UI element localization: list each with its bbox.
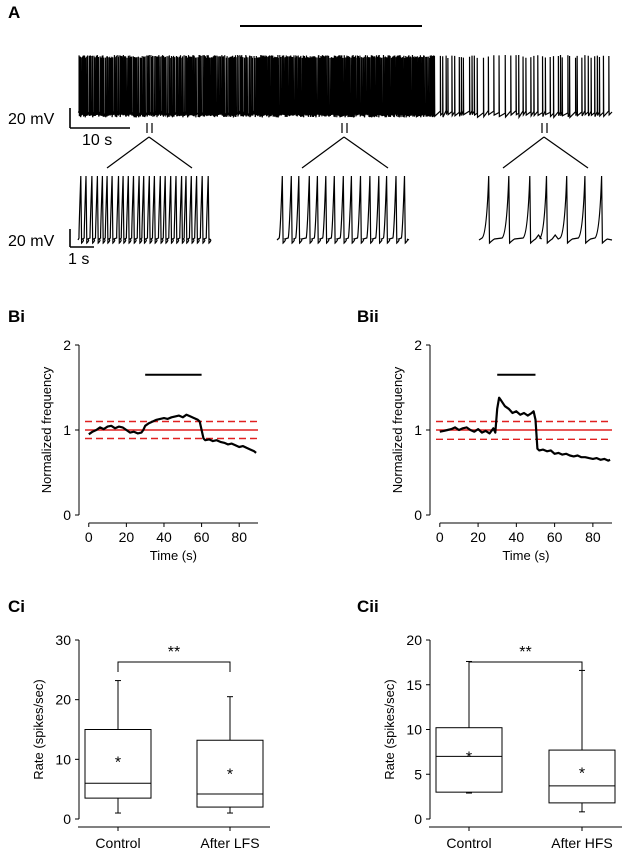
y-tick-label: 0 — [63, 507, 71, 523]
category-label: After LFS — [200, 835, 259, 850]
y-tick-label: 10 — [406, 722, 422, 738]
category-label: Control — [95, 835, 140, 850]
x-tick-label: 60 — [547, 529, 563, 545]
x-tick-label: 20 — [119, 529, 135, 545]
y-tick-label: 10 — [55, 751, 71, 767]
significance-bracket — [117, 661, 231, 672]
y-axis-title: Rate (spikes/sec) — [31, 679, 46, 779]
y-tick-label: 20 — [55, 692, 71, 708]
box — [196, 739, 264, 808]
top-time-label: 10 s — [82, 132, 112, 149]
x-tick-label: 60 — [194, 529, 210, 545]
x-tick-label: 20 — [470, 529, 486, 545]
y-tick-label: 2 — [63, 337, 71, 353]
frequency-line — [439, 396, 611, 462]
significance-label: ** — [519, 644, 531, 661]
y-tick-label: 2 — [414, 337, 422, 353]
y-axis-title: Normalized frequency — [39, 366, 54, 493]
x-tick-label: 0 — [85, 529, 93, 545]
y-tick-label: 1 — [414, 422, 422, 438]
mean-marker: * — [579, 766, 585, 783]
full-trace — [77, 54, 613, 120]
category-label: Control — [446, 835, 491, 850]
x-tick-label: 40 — [156, 529, 172, 545]
y-tick-label: 0 — [63, 811, 71, 827]
chart-cii: 0 5 10 15 20 Rate (spikes/sec) Control * After H… — [382, 632, 622, 850]
mean-marker: * — [115, 754, 121, 771]
y-axis-title: Rate (spikes/sec) — [382, 679, 397, 779]
y-tick-label: 0 — [414, 507, 422, 523]
window-during-trace — [276, 175, 410, 245]
y-tick-label: 30 — [55, 632, 71, 648]
y-axis-title: Normalized frequency — [390, 366, 405, 493]
window-after-trace — [478, 175, 613, 245]
y-tick-label: 1 — [63, 422, 71, 438]
y-tick-label: 0 — [414, 811, 422, 827]
panel-label-bii: Bii — [357, 307, 379, 326]
x-tick-label: 80 — [231, 529, 247, 545]
panel-label-ci: Ci — [8, 597, 25, 616]
category-label: After HFS — [551, 835, 612, 850]
box — [84, 729, 152, 799]
chart-ci: 0 10 20 30 Rate (spikes/sec) Control * After LF… — [31, 632, 270, 850]
y-tick-label: 5 — [414, 766, 422, 782]
mean-marker: * — [466, 750, 472, 767]
window-before-trace — [77, 175, 212, 245]
box — [435, 727, 503, 793]
significance-label: ** — [168, 644, 180, 661]
x-tick-label: 0 — [436, 529, 444, 545]
x-tick-label: 80 — [585, 529, 601, 545]
significance-bracket — [468, 661, 583, 672]
zoom-markers — [106, 123, 589, 169]
bottom-voltage-label: 20 mV — [8, 233, 55, 250]
panel-label-a: A — [8, 3, 20, 22]
y-tick-label: 20 — [406, 632, 422, 648]
panel-a-traces: 20 mV 10 s 20 mV 1 s — [8, 25, 613, 268]
y-tick-label: 15 — [406, 677, 422, 693]
panel-label-bi: Bi — [8, 307, 25, 326]
x-tick-label: 40 — [509, 529, 525, 545]
bottom-time-label: 1 s — [68, 251, 89, 268]
mean-marker: * — [227, 766, 233, 783]
frequency-line — [88, 413, 257, 454]
panel-label-cii: Cii — [357, 597, 379, 616]
x-axis-title: Time (s) — [502, 548, 549, 563]
x-axis-title: Time (s) — [150, 548, 197, 563]
top-voltage-label: 20 mV — [8, 111, 55, 128]
box — [548, 749, 616, 804]
